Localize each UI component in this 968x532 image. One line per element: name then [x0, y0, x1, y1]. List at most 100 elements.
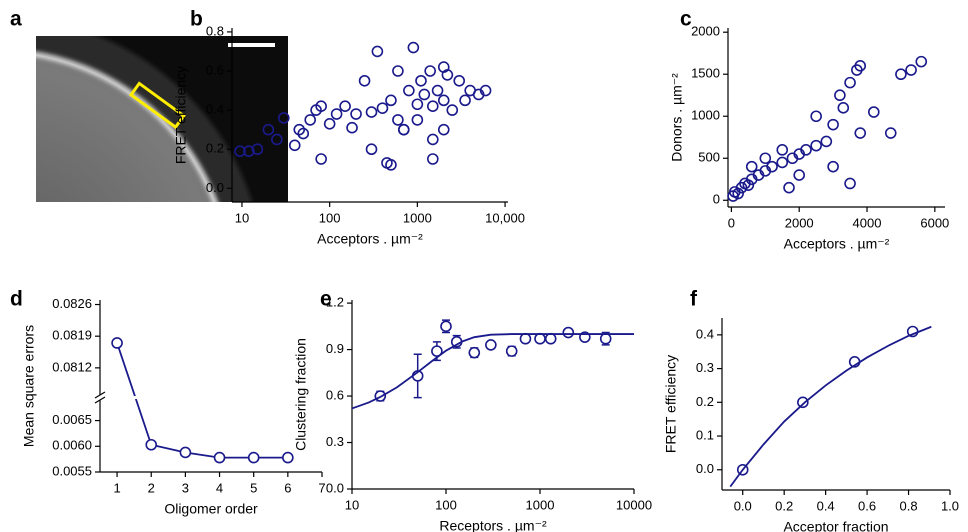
- x-axis-label: Acceptor fraction: [783, 519, 888, 532]
- marker: [376, 102, 389, 114]
- panel-label: d: [10, 288, 23, 311]
- x-tick-label: 0.0: [734, 498, 752, 513]
- marker: [111, 337, 123, 349]
- marker: [213, 451, 226, 464]
- x-axis-label: Acceptors . µm⁻²: [784, 236, 890, 252]
- marker: [895, 68, 907, 81]
- marker: [776, 156, 789, 169]
- marker: [271, 133, 283, 146]
- marker: [810, 139, 822, 152]
- marker: [446, 104, 459, 116]
- y-tick-label: 0.2: [696, 394, 714, 409]
- y-tick-label: 0.0055: [52, 463, 92, 478]
- y-tick-label: 2000: [691, 24, 720, 39]
- panel-f: 0.0 0.2 0.4 0.6 0.8 1.0 0.0 0.1 0.2 0.3 0.4 Accepto…: [663, 318, 959, 532]
- marker: [485, 339, 497, 351]
- x-axis-label: Acceptors . µm⁻²: [317, 231, 423, 247]
- marker: [431, 345, 443, 357]
- marker: [479, 84, 492, 97]
- marker: [424, 65, 436, 77]
- marker: [844, 76, 856, 89]
- marker: [437, 94, 450, 107]
- marker: [766, 160, 778, 173]
- y-tick-label: 0.4: [206, 102, 224, 117]
- panel-e: 10 100 1000 10000 0.0 0.3 0.6 0.9 1.2 Receptors .…: [293, 295, 652, 532]
- marker: [339, 100, 351, 113]
- marker: [437, 123, 450, 136]
- marker: [365, 143, 378, 156]
- y-tick-label: 0.0: [206, 180, 224, 195]
- marker: [776, 144, 789, 156]
- panel-label: e: [320, 288, 332, 311]
- marker: [407, 41, 420, 54]
- marker: [810, 110, 822, 123]
- marker: [288, 139, 301, 152]
- marker: [365, 106, 378, 118]
- marker: [468, 346, 481, 359]
- x-tick-label: 1.0: [941, 498, 959, 513]
- marker: [315, 153, 327, 165]
- marker: [315, 100, 327, 113]
- x-tick-label: 0.6: [858, 498, 876, 513]
- break-gap: [108, 396, 322, 399]
- marker: [297, 127, 310, 140]
- y-tick-label: 500: [698, 150, 720, 165]
- x-tick-label: 6000: [920, 215, 949, 230]
- x-tick-label: 4: [216, 480, 223, 495]
- marker: [282, 451, 294, 464]
- marker: [415, 74, 427, 87]
- y-tick-label: 0.8: [206, 23, 224, 38]
- marker: [346, 121, 358, 134]
- panel-label: b: [190, 8, 203, 31]
- marker: [544, 332, 557, 345]
- marker: [411, 114, 424, 126]
- y-tick-label: 0.0826: [52, 296, 92, 311]
- x-tick-label: 0.4: [817, 498, 835, 513]
- x-axis-label: Receptors . µm⁻²: [439, 518, 547, 532]
- marker: [783, 181, 795, 194]
- marker: [599, 332, 612, 345]
- marker: [304, 114, 317, 126]
- marker: [736, 463, 749, 476]
- marker: [884, 127, 897, 139]
- y-tick-label: 0.3: [696, 360, 714, 375]
- marker: [350, 108, 362, 120]
- axis-break: [94, 396, 106, 404]
- y-axis-label: FRET efficiency: [173, 66, 189, 164]
- line: [729, 325, 932, 488]
- marker: [800, 144, 812, 156]
- marker: [827, 160, 839, 173]
- marker: [534, 332, 546, 345]
- x-tick-label: 7: [318, 480, 325, 495]
- panel-d: 1 2 3 4 5 6 7 0.0055 0.0060 0.0065 0.0812 0.0819 0.0…: [21, 296, 326, 517]
- marker: [440, 320, 452, 333]
- marker: [358, 74, 371, 87]
- marker: [411, 98, 424, 111]
- marker: [385, 159, 397, 171]
- marker: [437, 61, 450, 73]
- marker: [837, 102, 850, 114]
- axis-break: [94, 391, 106, 399]
- x-tick-label: 0.2: [775, 498, 793, 513]
- marker: [505, 345, 518, 357]
- marker: [732, 187, 744, 200]
- marker: [293, 123, 306, 136]
- panel-b: 10 100 1000 10,000 0.0 0.2 0.4 0.6 0.8 Acceptors …: [173, 23, 525, 246]
- x-tick-label: 1: [113, 480, 120, 495]
- marker: [323, 117, 336, 130]
- marker: [397, 123, 410, 136]
- x-tick-label: 1000: [403, 210, 432, 225]
- marker: [519, 332, 532, 345]
- marker: [742, 179, 755, 191]
- marker: [459, 94, 471, 107]
- x-tick-label: 10: [235, 210, 249, 225]
- y-tick-label: 0.0: [326, 480, 344, 495]
- marker: [427, 133, 439, 146]
- x-tick-label: 0.8: [900, 498, 918, 513]
- marker: [827, 118, 839, 131]
- y-tick-label: 1000: [691, 108, 720, 123]
- micrograph: [36, 36, 288, 202]
- marker: [247, 451, 260, 464]
- x-tick-label: 1000: [526, 497, 555, 512]
- x-axis-label: Oligomer order: [164, 501, 258, 517]
